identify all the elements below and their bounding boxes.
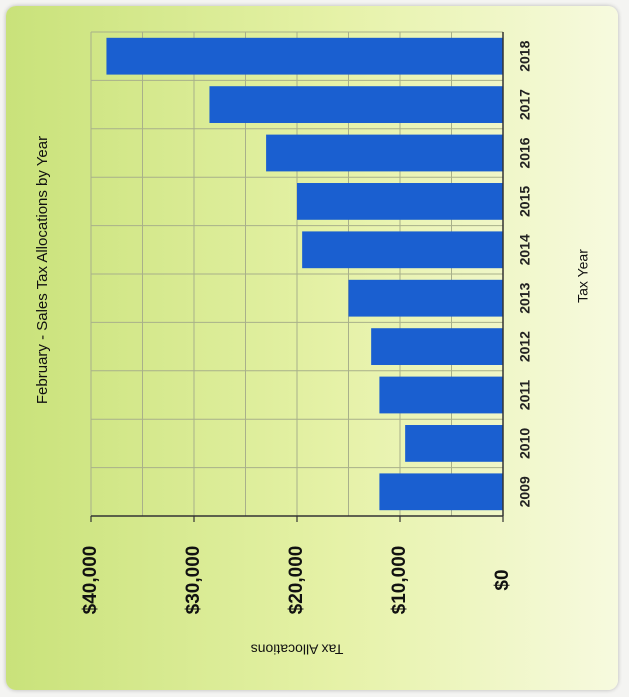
value-tick-label: $20,000 — [286, 546, 307, 615]
category-tick-label: 2014 — [517, 234, 533, 265]
category-tick-label: 2010 — [517, 428, 533, 459]
bar-2011 — [379, 376, 503, 414]
bar-2010 — [405, 425, 503, 462]
chart-title: February - Sales Tax Allocations by Year — [34, 136, 51, 404]
category-tick-label: 2011 — [517, 380, 533, 411]
category-tick-label: 2018 — [517, 40, 533, 71]
bar-2012 — [371, 328, 503, 365]
x-axis-label: Tax Year — [575, 249, 591, 303]
tick-labels: 2009 2010 2011 2012 2013 2014 2015 2016 2017 2018… — [80, 40, 533, 614]
value-tick-label: $30,000 — [183, 546, 204, 615]
value-tick-label: $0 — [492, 569, 513, 590]
bar-2017 — [209, 86, 503, 123]
category-tick-label: 2009 — [517, 476, 533, 507]
bars — [106, 37, 503, 511]
value-tick-label: $10,000 — [389, 546, 410, 615]
bar-2014 — [302, 231, 503, 269]
bar-2009 — [379, 473, 503, 511]
bar-2018 — [106, 37, 503, 75]
category-tick-label: 2017 — [517, 89, 533, 120]
category-tick-label: 2015 — [517, 186, 533, 217]
bar-2015 — [297, 183, 503, 220]
category-tick-label: 2013 — [517, 282, 533, 313]
bar-2016 — [266, 134, 503, 172]
category-tick-label: 2012 — [517, 331, 533, 362]
bar-2013 — [348, 279, 503, 317]
y-axis-label: Tax Allocations — [251, 641, 344, 657]
category-tick-label: 2016 — [517, 137, 533, 168]
value-tick-label: $40,000 — [80, 546, 101, 615]
